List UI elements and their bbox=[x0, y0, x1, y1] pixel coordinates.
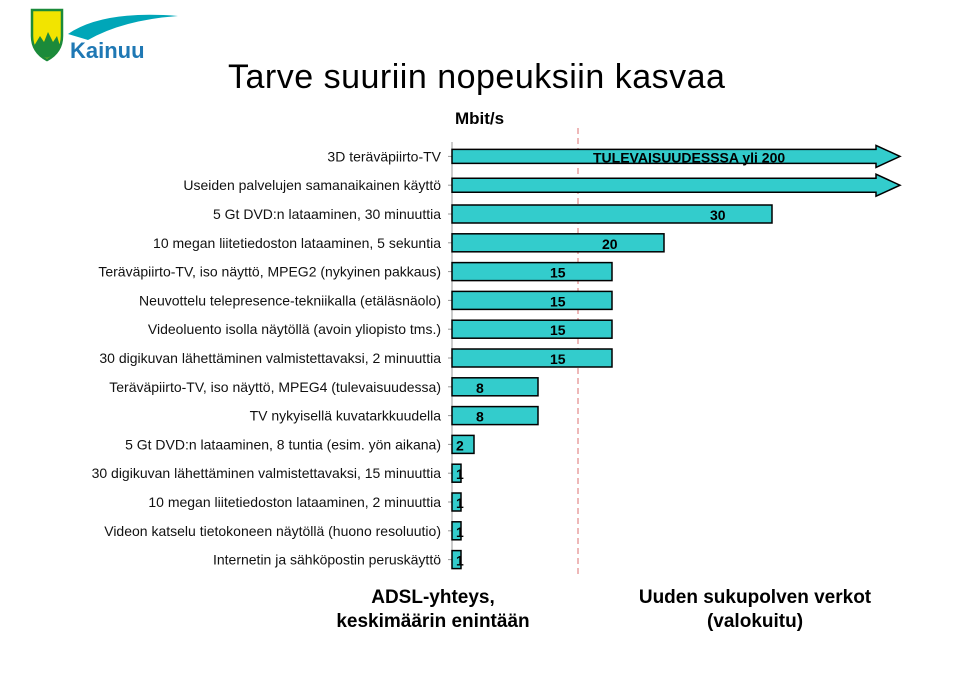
note-adsl: ADSL-yhteys, keskimäärin enintään bbox=[318, 586, 548, 634]
data-label: 15 bbox=[550, 265, 566, 281]
annotation-label: TULEVAISUUDESSSA yli 200 bbox=[593, 149, 785, 165]
data-label: 1 bbox=[456, 553, 464, 569]
page-title: Tarve suuriin nopeuksiin kasvaa bbox=[228, 58, 726, 96]
unit-label: Mbit/s bbox=[455, 109, 505, 128]
category-label: Neuvottelu telepresence-tekniikalla (etä… bbox=[139, 292, 441, 308]
category-label: 30 digikuvan lähettäminen valmistettavak… bbox=[99, 350, 441, 366]
wave-icon bbox=[68, 14, 178, 40]
data-label: 15 bbox=[550, 293, 566, 309]
bar bbox=[451, 348, 613, 368]
bar bbox=[451, 204, 773, 224]
data-label: 15 bbox=[550, 351, 566, 367]
category-label: 5 Gt DVD:n lataaminen, 30 minuuttia bbox=[213, 206, 441, 222]
bar bbox=[451, 405, 539, 426]
category-label: 3D teräväpiirto-TV bbox=[327, 148, 441, 164]
data-label: 1 bbox=[456, 495, 464, 511]
data-label: 15 bbox=[550, 322, 566, 338]
bar bbox=[451, 377, 539, 397]
kainuu-logo: Kainuu bbox=[28, 6, 198, 72]
data-label: 8 bbox=[476, 380, 484, 396]
bar bbox=[451, 434, 475, 455]
category-label: 30 digikuvan lähettäminen valmistettavak… bbox=[92, 465, 442, 481]
bar bbox=[451, 463, 462, 483]
bar-arrow bbox=[451, 144, 902, 169]
bar bbox=[451, 319, 613, 339]
note-fiber: Uuden sukupolven verkot (valokuitu) bbox=[605, 586, 905, 634]
data-label: 2 bbox=[456, 437, 464, 453]
data-label: 1 bbox=[456, 524, 464, 540]
category-label: TV nykyisellä kuvatarkkuudella bbox=[250, 408, 442, 424]
bar bbox=[451, 233, 665, 253]
category-label: 10 megan liitetiedoston lataaminen, 2 mi… bbox=[148, 494, 441, 510]
bar bbox=[451, 290, 613, 311]
category-label: 5 Gt DVD:n lataaminen, 8 tuntia (esim. y… bbox=[125, 436, 441, 452]
category-label: Teräväpiirto-TV, iso näyttö, MPEG4 (tule… bbox=[109, 379, 441, 395]
bar bbox=[451, 492, 462, 512]
note-fiber-line2: (valokuitu) bbox=[706, 611, 804, 632]
bar bbox=[451, 549, 462, 570]
category-label: Useiden palvelujen samanaikainen käyttö bbox=[183, 177, 441, 193]
data-label: 1 bbox=[456, 466, 464, 482]
data-label: 30 bbox=[710, 207, 726, 223]
category-label: Internetin ja sähköpostin peruskäyttö bbox=[213, 552, 441, 568]
bar bbox=[451, 261, 613, 282]
category-label: Videoluento isolla näytöllä (avoin yliop… bbox=[148, 321, 441, 337]
note-fiber-line1: Uuden sukupolven verkot bbox=[638, 587, 872, 608]
note-adsl-line2: keskimäärin enintään bbox=[336, 611, 530, 632]
data-label: 20 bbox=[602, 236, 618, 252]
data-label: 8 bbox=[476, 409, 484, 425]
category-label: Videon katselu tietokoneen näytöllä (huo… bbox=[104, 523, 441, 539]
logo-text: Kainuu bbox=[70, 38, 145, 63]
bar-arrow bbox=[451, 173, 902, 198]
bar bbox=[451, 521, 462, 541]
note-adsl-line1: ADSL-yhteys, bbox=[371, 587, 495, 608]
category-label: 10 megan liitetiedoston lataaminen, 5 se… bbox=[153, 235, 441, 251]
category-label: Teräväpiirto-TV, iso näyttö, MPEG2 (nyky… bbox=[98, 264, 441, 280]
